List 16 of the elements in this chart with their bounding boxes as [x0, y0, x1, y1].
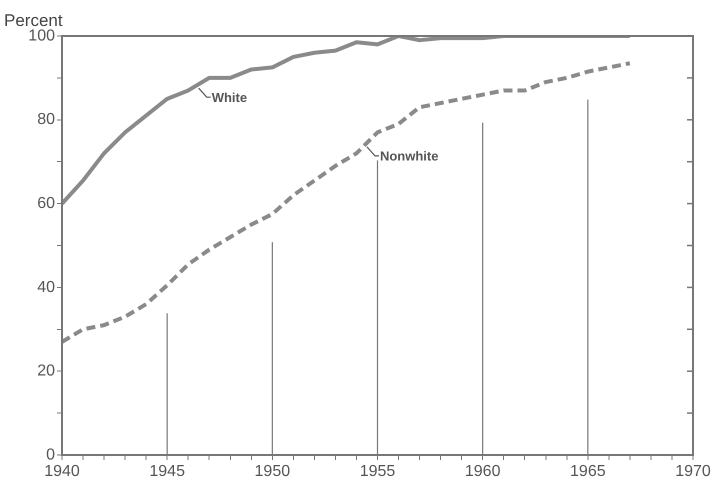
y-tick-label: 60 [37, 195, 56, 212]
x-tick-label: 1950 [254, 463, 290, 477]
x-tick-label: 1965 [570, 463, 606, 477]
x-tick-label: 1945 [149, 463, 186, 477]
y-tick-label: 80 [37, 111, 56, 128]
x-tick-label: 1970 [675, 463, 711, 477]
y-tick-label: 0 [46, 446, 56, 464]
series-label: White [212, 90, 248, 105]
x-tick-label: 1955 [360, 463, 396, 477]
y-tick-label: 100 [28, 27, 56, 44]
series-label: Nonwhite [380, 148, 438, 164]
y-tick-label: 20 [37, 362, 56, 380]
y-tick-label: 40 [37, 278, 56, 296]
x-tick-label: 1940 [44, 463, 80, 477]
x-tick-label: 1960 [464, 463, 501, 477]
y-axis-title: Percent [4, 11, 63, 30]
